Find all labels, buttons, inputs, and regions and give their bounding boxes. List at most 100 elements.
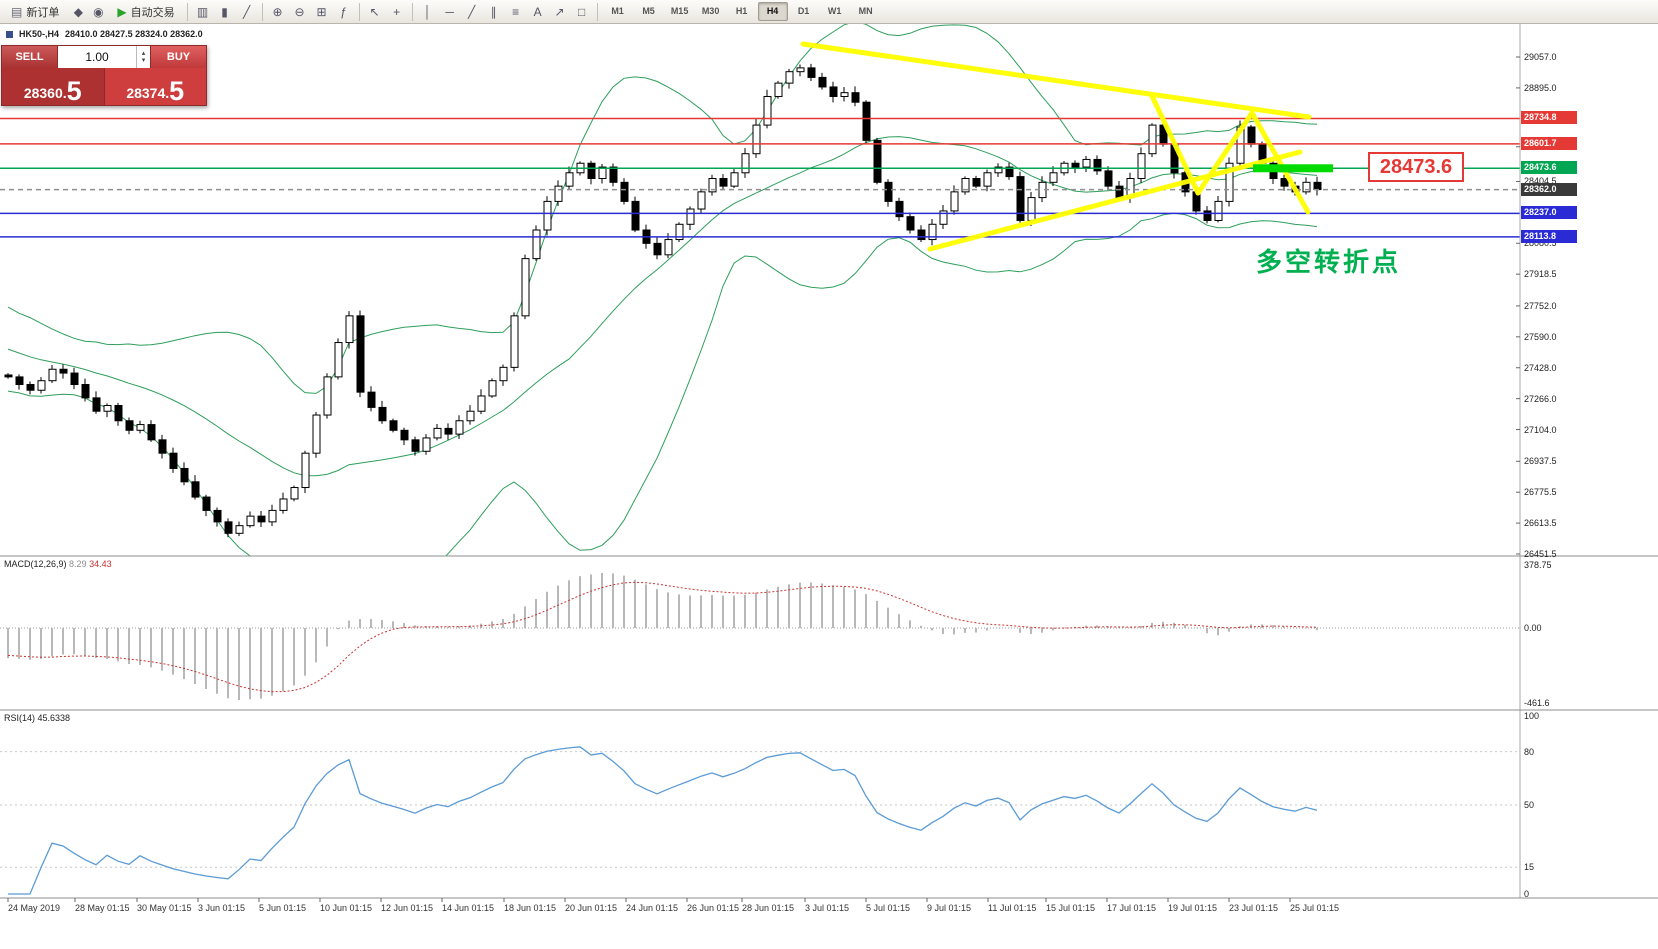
price-axis-label: 26937.5 — [1524, 456, 1557, 467]
rsi-scale-label: 100 — [1524, 711, 1540, 721]
time-axis-label: 3 Jun 01:15 — [198, 903, 246, 913]
volume-field: ▴ ▾ — [58, 46, 150, 68]
rsi-panel-separator[interactable] — [0, 709, 1658, 712]
volume-down-icon[interactable]: ▾ — [141, 57, 146, 64]
sell-button[interactable]: SELL — [2, 46, 58, 68]
timeframe-MN[interactable]: MN — [858, 6, 873, 16]
toolbar-separator — [596, 2, 598, 21]
timeframe-switcher: M1 M5 M15 M30 H1 H4 D1 W1 MN — [603, 2, 881, 21]
main-chart-canvas[interactable] — [0, 24, 1520, 556]
toolbar-separator — [261, 2, 263, 21]
fibonacci-icon[interactable]: ≡ — [512, 4, 520, 19]
auto-trading-icon: ▶ — [117, 4, 127, 19]
timeframe-H4[interactable]: H4 — [757, 2, 788, 21]
time-axis-separator — [0, 897, 1658, 900]
crosshair-icon[interactable]: + — [393, 4, 401, 19]
new-order-button[interactable]: ▤ 新订单 — [4, 2, 66, 22]
time-axis-label: 20 Jun 01:15 — [565, 903, 618, 913]
zoom-in-icon[interactable]: ⊕ — [272, 4, 283, 19]
price-level-chip-28237.0: 28237.0 — [1521, 206, 1577, 220]
buy-price[interactable]: 28374. 5 — [104, 68, 206, 105]
arrow-icon[interactable]: ↗ — [554, 4, 565, 19]
trendline-icon[interactable]: ╱ — [467, 4, 476, 19]
community-icon[interactable]: ◉ — [93, 4, 104, 19]
macd-panel-canvas[interactable] — [0, 556, 1520, 710]
time-axis-label: 15 Jul 01:15 — [1046, 903, 1096, 913]
bar-chart-mode-icon[interactable]: ▥ — [196, 4, 209, 19]
rsi-panel-canvas[interactable] — [0, 710, 1520, 898]
new-order-icon: ▤ — [11, 4, 23, 19]
toolbar-separator — [411, 2, 413, 21]
horizontal-line-icon[interactable]: ─ — [445, 4, 454, 19]
rsi-label: RSI(14) 45.6338 — [4, 713, 71, 723]
macd-scale-min: -461.6 — [1524, 698, 1550, 708]
equidistant-channel-icon[interactable]: ∥ — [490, 4, 497, 19]
tile-windows-icon[interactable]: ⊞ — [316, 4, 327, 19]
new-order-label: 新订单 — [26, 6, 60, 19]
buy-button[interactable]: BUY — [150, 46, 206, 68]
macd-panel-separator[interactable] — [0, 555, 1658, 558]
timeframe-H1[interactable]: H1 — [735, 6, 748, 16]
symbol-ohlc: 28410.0 28427.5 28324.0 28362.0 — [65, 29, 203, 39]
price-axis-label: 26775.5 — [1524, 487, 1557, 498]
price-axis-label: 29057.0 — [1524, 52, 1557, 62]
price-axis-label: 27590.0 — [1524, 331, 1557, 342]
time-axis-label: 5 Jun 01:15 — [259, 903, 307, 913]
price-axis-label: 27104.0 — [1524, 424, 1557, 435]
line-chart-mode-icon[interactable]: ╱ — [242, 4, 251, 19]
price-axis-label: 27752.0 — [1524, 300, 1557, 311]
price-level-chip-28601.7: 28601.7 — [1521, 136, 1577, 150]
time-axis-label: 24 Jun 01:15 — [626, 903, 679, 913]
timeframe-M15[interactable]: M15 — [670, 6, 689, 16]
time-axis-label: 24 May 2019 — [8, 903, 61, 913]
price-axis-label: 26613.5 — [1524, 518, 1557, 529]
price-level-chip-28362.0: 28362.0 — [1521, 182, 1577, 196]
toolbar-separator — [186, 2, 188, 21]
price-axis-label: 26451.5 — [1524, 549, 1557, 559]
timeframe-M30[interactable]: M30 — [701, 6, 720, 16]
time-axis-label: 12 Jun 01:15 — [381, 903, 434, 913]
auto-trading-button[interactable]: ▶ 自动交易 — [110, 2, 181, 22]
rsi-scale-label: 15 — [1524, 862, 1535, 873]
time-axis-label: 28 Jun 01:15 — [742, 903, 795, 913]
timeframe-M5[interactable]: M5 — [642, 6, 655, 16]
time-axis-label: 30 May 01:15 — [137, 903, 192, 913]
auto-trading-label: 自动交易 — [130, 6, 175, 19]
toolbar-separator — [358, 2, 360, 21]
shapes-icon[interactable]: □ — [577, 4, 586, 19]
time-axis-label: 3 Jul 01:15 — [805, 903, 850, 913]
price-axis-label: 28404.5 — [1524, 176, 1557, 187]
price-callout-box[interactable]: 28473.6 — [1368, 152, 1464, 182]
text-label-icon[interactable]: A — [533, 4, 542, 19]
price-axis-label: 27428.0 — [1524, 362, 1557, 373]
volume-input[interactable] — [58, 46, 136, 68]
price-axis-label: 28080.5 — [1524, 238, 1557, 249]
timeframe-W1[interactable]: W1 — [827, 6, 842, 16]
chart-symbol-icon — [6, 30, 13, 38]
price-level-chip-28113.8: 28113.8 — [1521, 229, 1577, 243]
price-axis-label: 27266.0 — [1524, 393, 1557, 404]
pivot-point-annotation[interactable]: 多空转折点 — [1256, 247, 1402, 277]
timeframe-M1[interactable]: M1 — [611, 6, 624, 16]
time-axis-label: 18 Jun 01:15 — [504, 903, 557, 913]
symbol-name: HK50-,H4 — [19, 29, 60, 39]
vertical-line-icon[interactable]: │ — [423, 4, 432, 19]
cursor-icon[interactable]: ↖ — [369, 4, 380, 19]
time-axis-label: 17 Jul 01:15 — [1107, 903, 1157, 913]
rsi-scale-label: 80 — [1524, 746, 1535, 757]
zoom-out-icon[interactable]: ⊖ — [294, 4, 305, 19]
time-axis-label: 26 Jun 01:15 — [687, 903, 740, 913]
candlestick-mode-icon[interactable]: ▮ — [221, 4, 228, 19]
alerts-icon[interactable]: ◆ — [73, 4, 83, 19]
timeframe-D1[interactable]: D1 — [797, 6, 810, 16]
indicators-icon[interactable]: ƒ — [340, 4, 347, 19]
time-axis-label: 9 Jul 01:15 — [927, 903, 972, 913]
sell-price[interactable]: 28360. 5 — [2, 68, 105, 105]
price-axis-label: 27918.5 — [1524, 269, 1557, 280]
macd-scale-max: 378.75 — [1524, 560, 1552, 570]
time-axis-label: 28 May 01:15 — [75, 903, 130, 913]
rsi-scale-label: 50 — [1524, 800, 1535, 810]
one-click-trading-panel: SELL ▴ ▾ BUY 28360.5 28374.5 — [1, 45, 207, 106]
volume-up-icon[interactable]: ▴ — [141, 50, 146, 57]
